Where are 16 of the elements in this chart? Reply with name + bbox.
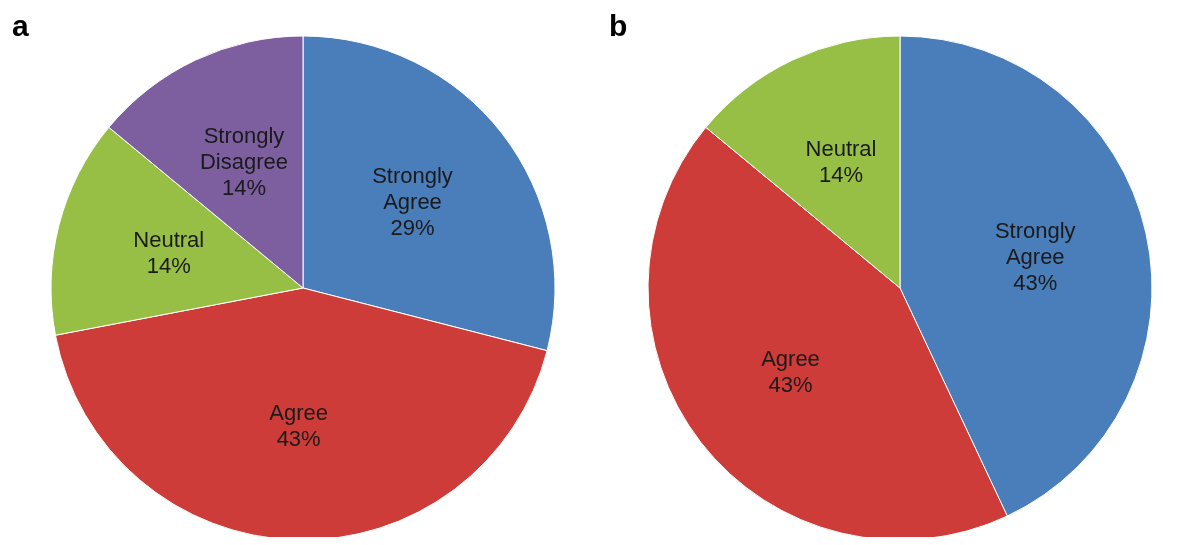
chart-title: a: [12, 9, 29, 42]
slice-label: Strongly Agree: [372, 162, 453, 214]
data-label: 14%: [818, 161, 864, 187]
data-label: 43%: [1013, 269, 1058, 295]
slice-label: Agree: [269, 399, 329, 425]
data-label: 29%: [390, 214, 435, 240]
data-label: 14%: [221, 174, 267, 200]
slice-label: Strongly Agree: [994, 217, 1076, 269]
slice-label: Agree: [761, 345, 820, 371]
slice-label: Neutral: [133, 226, 205, 252]
data-label: 43%: [276, 425, 321, 451]
slice-label: Neutral: [805, 135, 877, 161]
chart-title: b: [609, 9, 628, 42]
slice-label: Strongly Disagree: [199, 122, 289, 174]
data-label: 43%: [768, 371, 813, 397]
data-label: 14%: [146, 252, 191, 278]
